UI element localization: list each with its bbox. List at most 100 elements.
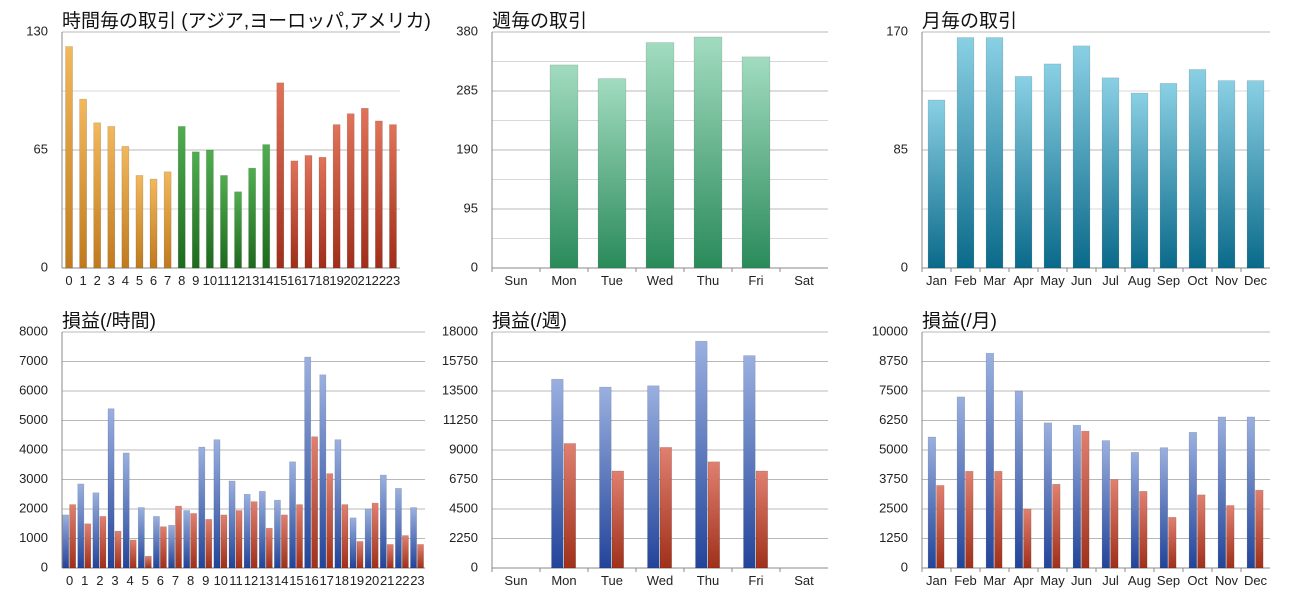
bar	[410, 507, 417, 569]
x-tick-label: Tue	[601, 573, 623, 588]
bar	[250, 501, 258, 569]
bar	[956, 37, 975, 269]
x-tick-label: 13	[245, 273, 259, 288]
bar	[1188, 431, 1197, 569]
bar	[695, 340, 708, 569]
y-tick-label: 85	[894, 141, 908, 156]
bar	[296, 504, 303, 569]
bar	[99, 516, 107, 569]
x-tick-label: Thu	[697, 273, 719, 288]
y-tick-label: 8000	[19, 323, 48, 338]
bar	[985, 37, 1004, 269]
bar	[693, 36, 723, 269]
chart-panel: 月毎の取引 0 85 170 Jan Feb Mar Apr May Jun Jul Aug Sep Oc…	[886, 10, 1270, 288]
x-tick-label: 7	[164, 273, 171, 288]
y-tick-label: 0	[41, 259, 48, 274]
x-tick-label: Sun	[504, 273, 527, 288]
bar	[191, 151, 200, 269]
y-tick-label: 7500	[879, 382, 908, 397]
bar	[153, 516, 160, 569]
x-tick-label: Apr	[1013, 573, 1034, 588]
x-tick-label: Aug	[1128, 273, 1151, 288]
x-tick-label: Jul	[1102, 573, 1119, 588]
x-tick-label: 2	[96, 573, 103, 588]
x-tick-label: 11	[229, 573, 243, 588]
bar	[1246, 80, 1265, 269]
x-tick-label: Fri	[748, 573, 763, 588]
bar	[927, 99, 946, 269]
bar	[597, 78, 627, 269]
bar	[549, 64, 579, 269]
bar	[1043, 63, 1062, 269]
y-tick-label: 11250	[443, 412, 478, 427]
chart-panel: 損益(/時間) 0 1000 2000 3000 4000 5000 6000 7000 8000…	[19, 310, 425, 588]
bar	[213, 439, 221, 569]
x-tick-label: 12	[244, 573, 258, 588]
x-tick-label: 7	[172, 573, 179, 588]
bar	[1101, 77, 1120, 269]
x-tick-label: 18	[315, 273, 329, 288]
x-tick-label: 16	[304, 573, 318, 588]
bar	[177, 126, 186, 269]
bar	[248, 167, 256, 269]
bar	[379, 474, 387, 569]
bar	[1014, 390, 1024, 569]
y-tick-label: 2500	[879, 500, 908, 515]
bar	[647, 385, 660, 569]
bar	[1139, 490, 1148, 569]
chart-title: 時間毎の取引 (アジア,ヨーロッパ,アメリカ)	[62, 10, 431, 32]
x-tick-label: 4	[126, 573, 133, 588]
bar	[1159, 83, 1178, 269]
bar	[304, 356, 312, 569]
bar	[1188, 69, 1207, 269]
y-tick-label: 2250	[449, 530, 478, 545]
x-tick-label: Tue	[601, 273, 623, 288]
bar	[92, 492, 100, 569]
x-tick-label: 10	[203, 273, 217, 288]
bar	[349, 517, 357, 569]
y-tick-label: 0	[471, 259, 478, 274]
bar	[563, 443, 576, 569]
x-tick-label: 9	[202, 573, 209, 588]
x-tick-label: 5	[136, 273, 143, 288]
y-tick-label: 15750	[442, 353, 478, 368]
y-tick-label: 7000	[19, 353, 48, 368]
bar	[62, 514, 70, 569]
bar	[135, 175, 144, 269]
y-tick-label: 65	[34, 141, 48, 156]
bar	[276, 82, 285, 269]
bar	[375, 120, 383, 269]
chart-title: 月毎の取引	[922, 10, 1017, 32]
y-tick-label: 1000	[19, 530, 48, 545]
x-tick-label: 23	[410, 573, 424, 588]
y-tick-label: 4500	[449, 500, 478, 515]
bar	[1197, 494, 1206, 569]
chart-title: 損益(/月)	[922, 310, 997, 332]
bar	[258, 490, 266, 569]
x-tick-label: 12	[231, 273, 245, 288]
x-tick-label: 0	[65, 273, 72, 288]
x-tick-label: 4	[122, 273, 129, 288]
bar	[318, 156, 327, 269]
bar	[190, 513, 198, 569]
bar	[160, 526, 167, 569]
y-tick-label: 5000	[879, 441, 908, 456]
bar	[220, 514, 228, 569]
bar	[1217, 416, 1226, 569]
x-tick-label: 5	[142, 573, 149, 588]
bar	[1130, 452, 1139, 569]
y-tick-label: 6750	[449, 471, 478, 486]
bar	[965, 470, 974, 569]
bar	[1255, 489, 1264, 569]
bar	[599, 386, 612, 569]
x-tick-label: 14	[274, 573, 288, 588]
bar	[262, 144, 271, 269]
x-tick-label: Mar	[983, 573, 1006, 588]
x-tick-label: Mon	[551, 273, 576, 288]
x-tick-label: 3	[111, 573, 118, 588]
x-tick-label: 22	[395, 573, 409, 588]
bar	[927, 436, 937, 569]
x-tick-label: Jan	[926, 273, 947, 288]
x-tick-label: 21	[358, 273, 372, 288]
bar	[319, 374, 327, 569]
